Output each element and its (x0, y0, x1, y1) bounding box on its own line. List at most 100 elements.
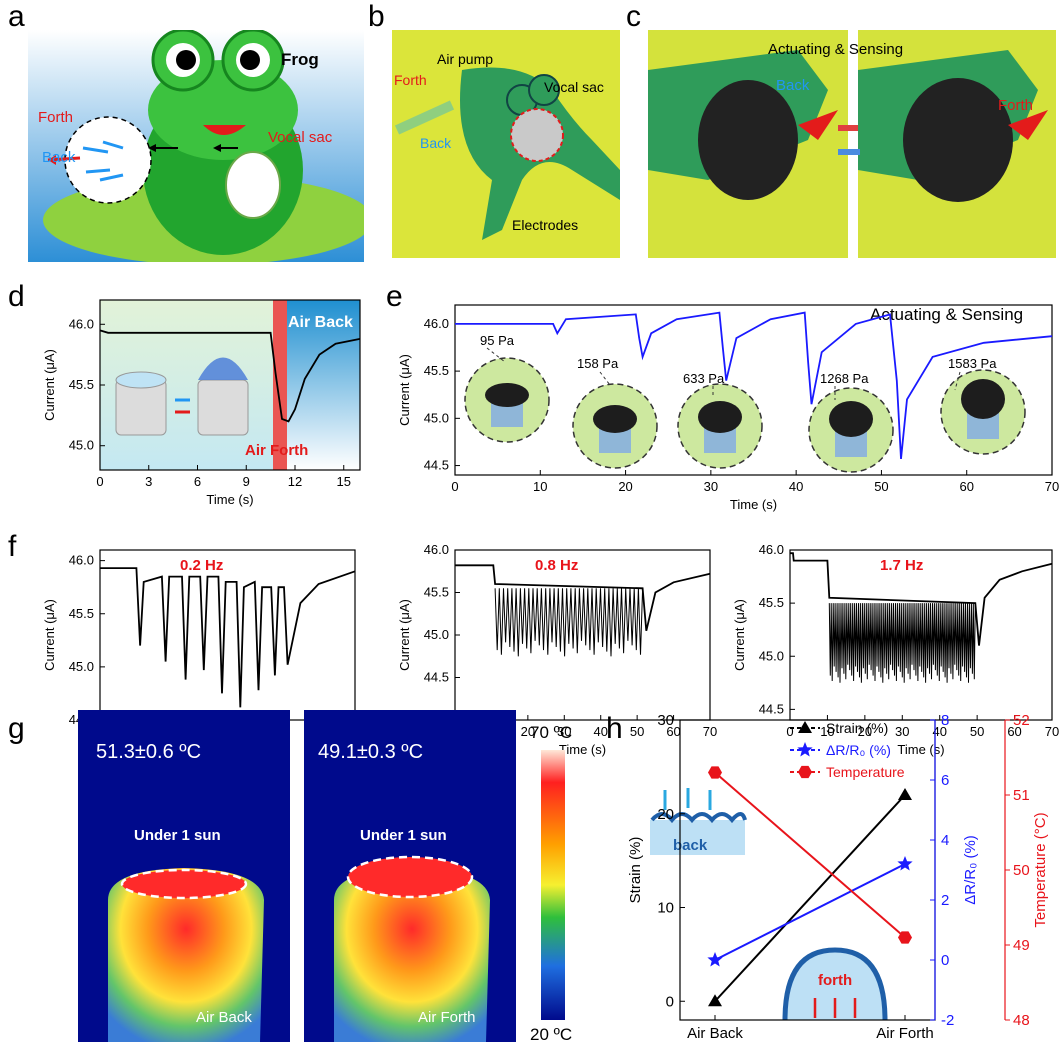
chart-e-axes: 0 10 20 30 40 50 60 70 44.5 45.0 45.5 46.0 Time (s) C… (397, 304, 1059, 512)
y-tick-label: 45.5 (424, 585, 449, 600)
sun-label-forth: Under 1 sun (360, 827, 447, 844)
x-tick-label: 50 (874, 479, 888, 494)
pressure-label-158: 158 Pa (577, 356, 619, 371)
panel-a-illustration: Frog Forth Back Vocal sac (28, 30, 364, 262)
x-tick-label: 0 (96, 474, 103, 489)
panel-a-forth: Forth (38, 109, 73, 126)
frog-mouth (203, 125, 246, 135)
legend-entry: Temperature (826, 764, 905, 780)
chart-e-xlabel: Time (s) (730, 497, 777, 512)
y-tick-label: 45.0 (69, 438, 94, 453)
chart-h-series-line (714, 771, 906, 939)
star-marker (797, 742, 813, 757)
panel-b-vocal-sac: Vocal sac (544, 79, 604, 95)
triangle-marker (708, 994, 722, 1007)
chart-h-y2label: ΔR/R₀ (%) (962, 835, 979, 905)
x-tick-label: 30 (895, 724, 909, 739)
x-tick-label: 70 (1045, 479, 1059, 494)
y-tick-label: 46.0 (69, 553, 94, 568)
chart-h-series-1: ΔR/R₀ (%) (707, 742, 913, 967)
x-tick-label: 30 (704, 479, 718, 494)
x-category-label: Air Forth (876, 1025, 934, 1042)
y-tick-label: 45.5 (69, 606, 94, 621)
chart-h-y3label: Temperature (°C) (1032, 812, 1049, 927)
y-tick-label: 20 (657, 806, 674, 823)
chart-h-series-0: Strain (%) (708, 720, 912, 1007)
temp-readout-forth: 49.1±0.3 ºC (318, 741, 423, 763)
x-tick-label: 50 (970, 724, 984, 739)
chart-d-forth-band (273, 300, 287, 470)
panel-label-f: f (8, 530, 17, 563)
panel-label-b: b (368, 0, 385, 33)
panel-label-d: d (8, 280, 25, 313)
y-tick-label: 10 (657, 900, 674, 917)
y2-tick-label: 4 (941, 832, 949, 849)
inset-back: back (650, 788, 747, 855)
pressure-label-1268: 1268 Pa (820, 371, 869, 386)
panel-b-photo: Air pump Forth Back Vocal sac Electrodes (392, 30, 620, 258)
panel-b-air-pump: Air pump (437, 51, 493, 67)
x-tick-label: 20 (858, 724, 872, 739)
panel-c-photos: Actuating & Sensing Back Forth (648, 30, 1056, 258)
y-tick-label: 45.5 (759, 595, 784, 610)
chart-f2: 0.8 Hz 01020304050607044.044.545.045.546… (397, 542, 717, 757)
chart-f2-frame (454, 549, 711, 721)
panel-g-thermal: 51.3±0.6 ºC 49.1±0.3 ºC Under 1 sun Unde… (78, 710, 572, 1044)
chart-f2-freq: 0.8 Hz (535, 557, 578, 574)
pressure-label-1583: 1583 Pa (948, 356, 997, 371)
x-tick-label: 40 (789, 479, 803, 494)
legend-entry: ΔR/R₀ (%) (826, 742, 891, 758)
y-tick-label: 46.0 (69, 316, 94, 331)
scale-max-label: 70 ºC (530, 723, 572, 742)
chart-f3-series-line (790, 552, 1053, 646)
pressure-label-95: 95 Pa (480, 333, 515, 348)
state-label-forth: Air Forth (418, 1009, 476, 1026)
chart-e: Actuating & Sensing 95 Pa 158 Pa 633 Pa … (397, 304, 1059, 512)
chart-d-ylabel: Current (μA) (42, 349, 57, 421)
temp-readout-back: 51.3±0.6 ºC (96, 741, 201, 763)
chart-e-ylabel: Current (μA) (397, 354, 412, 426)
chart-f1-series-line (100, 567, 356, 708)
inset-forth: forth (782, 947, 888, 1021)
y-tick-label: 44.5 (424, 670, 449, 685)
x-tick-label: 10 (820, 724, 834, 739)
chart-e-title: Actuating & Sensing (870, 305, 1023, 324)
y-tick-label: 45.0 (424, 410, 449, 425)
chart-d: Air Back Air Forth 0 3 6 9 12 15 45.0 45.5 46.0 T… (42, 299, 361, 507)
y2-tick-label: 2 (941, 892, 949, 909)
panel-b-electrodes: Electrodes (512, 217, 578, 233)
vocal-sac-zoom (64, 116, 152, 204)
chart-f3-oscillation (828, 603, 976, 683)
chart-f2-series-line (455, 564, 711, 632)
chart-d-air-forth: Air Forth (245, 442, 308, 459)
chart-f2-oscillation (494, 588, 644, 657)
y3-tick-label: 48 (1013, 1012, 1030, 1029)
triangle-marker (898, 788, 912, 800)
x-tick-label: 0 (451, 479, 458, 494)
chart-f1-frame (99, 549, 356, 721)
x-tick-label: 60 (1007, 724, 1021, 739)
panel-c-back: Back (776, 77, 810, 94)
chart-f2-axes: 01020304050607044.044.545.045.546.0Time … (397, 542, 717, 757)
x-tick-label: 70 (703, 724, 717, 739)
chart-f2-ylabel: Current (μA) (397, 599, 412, 671)
chart-d-xlabel: Time (s) (206, 492, 253, 507)
chart-h-ylabel: Strain (%) (627, 837, 644, 904)
x-tick-label: 70 (1045, 724, 1059, 739)
y-tick-label: 45.0 (424, 627, 449, 642)
chart-f2-xlabel: Time (s) (559, 742, 606, 757)
chart-h-series-2: Temperature (708, 764, 912, 944)
x-tick-label: 40 (593, 724, 607, 739)
vocal-sac-icon (510, 108, 564, 162)
y2-tick-label: 0 (941, 952, 949, 969)
chart-f3-xlabel: Time (s) (897, 742, 944, 757)
chart-d-air-back: Air Back (288, 314, 353, 331)
chart-d-axes: 0 3 6 9 12 15 45.0 45.5 46.0 Time (s) Current (μA) (42, 299, 361, 507)
hexagon-marker (708, 766, 722, 779)
hexagon-marker (898, 931, 912, 944)
panel-label-a: a (8, 0, 25, 33)
panel-c-forth: Forth (998, 97, 1033, 114)
sun-label-back: Under 1 sun (134, 827, 221, 844)
chart-h-series-line (714, 794, 906, 1002)
pressure-label-633: 633 Pa (683, 371, 725, 386)
